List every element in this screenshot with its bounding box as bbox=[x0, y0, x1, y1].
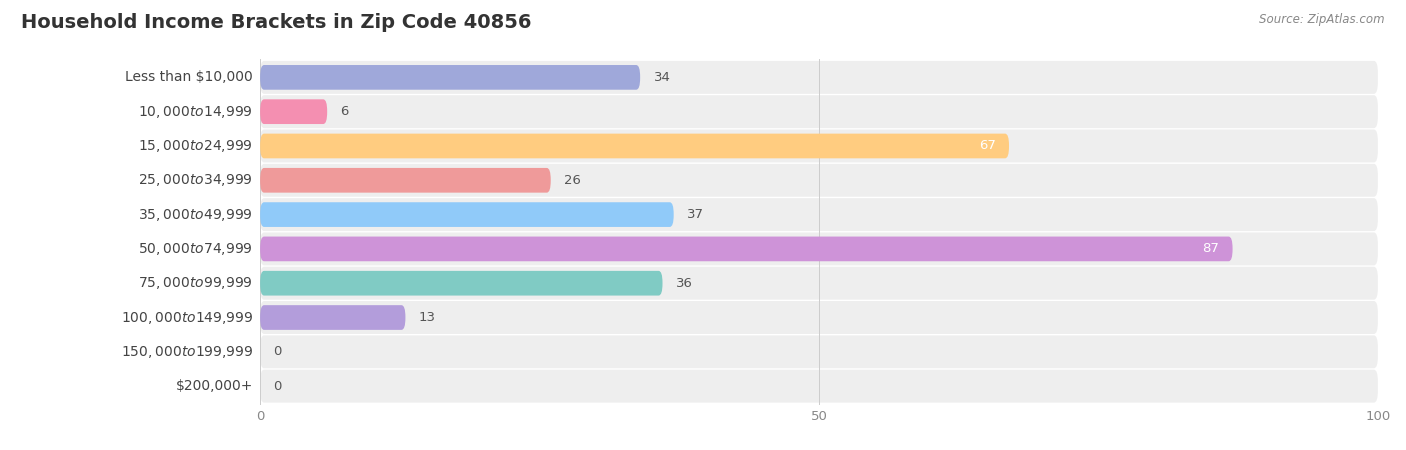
Text: $200,000+: $200,000+ bbox=[176, 379, 253, 393]
Text: Source: ZipAtlas.com: Source: ZipAtlas.com bbox=[1260, 14, 1385, 27]
FancyBboxPatch shape bbox=[260, 267, 1378, 300]
FancyBboxPatch shape bbox=[260, 134, 1010, 158]
FancyBboxPatch shape bbox=[260, 164, 1378, 197]
Text: 6: 6 bbox=[340, 105, 349, 118]
FancyBboxPatch shape bbox=[260, 198, 1378, 231]
Text: $75,000 to $99,999: $75,000 to $99,999 bbox=[138, 275, 253, 291]
Text: $35,000 to $49,999: $35,000 to $49,999 bbox=[138, 207, 253, 223]
FancyBboxPatch shape bbox=[260, 168, 551, 193]
Text: 36: 36 bbox=[676, 277, 693, 290]
FancyBboxPatch shape bbox=[260, 130, 1378, 162]
Text: Less than $10,000: Less than $10,000 bbox=[125, 70, 253, 84]
Text: 13: 13 bbox=[419, 311, 436, 324]
FancyBboxPatch shape bbox=[260, 305, 405, 330]
FancyBboxPatch shape bbox=[260, 99, 328, 124]
FancyBboxPatch shape bbox=[260, 233, 1378, 266]
Text: $15,000 to $24,999: $15,000 to $24,999 bbox=[138, 138, 253, 154]
Text: 37: 37 bbox=[688, 208, 704, 221]
FancyBboxPatch shape bbox=[260, 369, 1378, 403]
FancyBboxPatch shape bbox=[260, 61, 1378, 94]
Text: $150,000 to $199,999: $150,000 to $199,999 bbox=[121, 344, 253, 360]
FancyBboxPatch shape bbox=[260, 95, 1378, 128]
Text: 87: 87 bbox=[1202, 243, 1219, 256]
Text: $50,000 to $74,999: $50,000 to $74,999 bbox=[138, 241, 253, 257]
Text: 0: 0 bbox=[274, 380, 281, 393]
Text: 0: 0 bbox=[274, 345, 281, 358]
Text: 26: 26 bbox=[564, 174, 581, 187]
FancyBboxPatch shape bbox=[260, 271, 662, 296]
Text: $25,000 to $34,999: $25,000 to $34,999 bbox=[138, 172, 253, 188]
FancyBboxPatch shape bbox=[260, 301, 1378, 334]
FancyBboxPatch shape bbox=[260, 65, 640, 90]
Text: Household Income Brackets in Zip Code 40856: Household Income Brackets in Zip Code 40… bbox=[21, 14, 531, 32]
Text: 67: 67 bbox=[979, 140, 995, 153]
FancyBboxPatch shape bbox=[260, 335, 1378, 368]
FancyBboxPatch shape bbox=[260, 237, 1233, 261]
FancyBboxPatch shape bbox=[260, 202, 673, 227]
Text: 34: 34 bbox=[654, 71, 671, 84]
Text: $100,000 to $149,999: $100,000 to $149,999 bbox=[121, 310, 253, 325]
Text: $10,000 to $14,999: $10,000 to $14,999 bbox=[138, 104, 253, 120]
